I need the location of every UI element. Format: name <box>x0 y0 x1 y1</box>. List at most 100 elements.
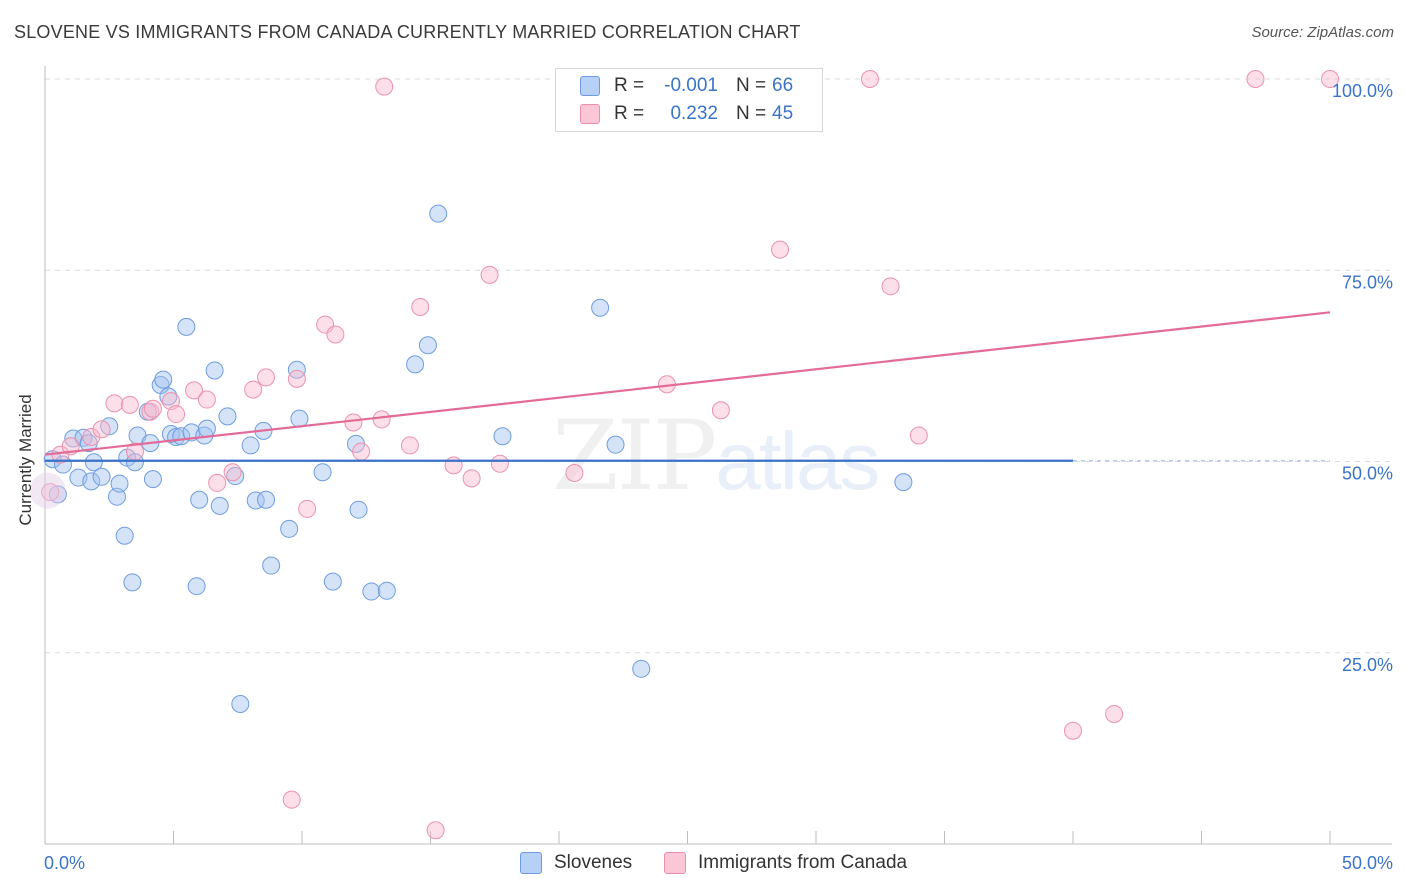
data-point-slovenes <box>205 361 224 380</box>
series-legend-item-slovenes: Slovenes <box>520 852 632 874</box>
legend-row-slovenes: R = -0.001 N = 66 <box>580 74 793 98</box>
data-point-immigrants <box>92 420 111 439</box>
legend-swatch-immigrants <box>580 104 600 124</box>
data-point-immigrants <box>326 325 345 344</box>
data-point-slovenes <box>287 360 306 379</box>
series-legend-label-slovenes: Slovenes <box>554 852 633 873</box>
data-point-slovenes <box>125 453 144 472</box>
data-point-slovenes <box>362 582 381 601</box>
data-point-slovenes <box>349 500 368 519</box>
data-point-immigrants <box>141 402 160 421</box>
y-tick-label: 25.0% <box>1342 655 1393 675</box>
data-point-slovenes <box>377 581 396 600</box>
tick-labels: 25.0% 50.0% 75.0% 100.0% 0.0% 50.0% <box>44 81 1393 873</box>
data-point-immigrants <box>771 240 790 259</box>
legend-n-label: N = <box>736 75 767 96</box>
data-point-immigrants <box>352 442 371 461</box>
legend-r-label: R = <box>614 75 645 96</box>
data-point-immigrants <box>444 456 463 475</box>
data-point-slovenes <box>606 435 625 454</box>
data-point-immigrants <box>143 399 162 418</box>
data-point-immigrants <box>909 426 928 445</box>
legend-n-label: N = <box>736 103 767 124</box>
data-point-slovenes <box>323 572 342 591</box>
series-slovenes <box>43 204 913 714</box>
legend-r-value: 0.232 <box>670 103 718 124</box>
x-tick-label: 50.0% <box>1342 853 1393 873</box>
data-point-immigrants <box>375 77 394 96</box>
data-point-slovenes <box>632 659 651 678</box>
data-point-slovenes <box>493 427 512 446</box>
data-point-immigrants <box>480 265 499 284</box>
data-point-immigrants <box>105 394 124 413</box>
data-point-immigrants <box>185 381 204 400</box>
chart-title: SLOVENE VS IMMIGRANTS FROM CANADA CURREN… <box>14 22 801 42</box>
data-point-immigrants <box>223 463 242 482</box>
data-point-immigrants <box>711 401 730 420</box>
data-point-immigrants <box>1064 721 1082 740</box>
data-point-immigrants <box>298 499 317 518</box>
y-axis-label-container: Currently Married <box>14 260 38 660</box>
data-point-immigrants <box>565 463 584 482</box>
data-point-slovenes <box>143 470 162 489</box>
data-point-slovenes <box>241 436 260 455</box>
legend-box: R = -0.001 N = 66 R = 0.232 N = 45 <box>555 68 823 132</box>
data-point-slovenes <box>115 526 134 545</box>
source-label: Source: ZipAtlas.com <box>1251 24 1394 41</box>
data-point-slovenes <box>246 491 265 510</box>
data-point-immigrants <box>1105 704 1124 723</box>
data-point-slovenes <box>429 204 448 223</box>
data-point-immigrants <box>1246 70 1265 88</box>
data-point-immigrants <box>344 413 363 432</box>
y-tick-label: 50.0% <box>1342 464 1393 484</box>
data-point-immigrants <box>282 790 301 809</box>
data-point-slovenes <box>262 556 281 575</box>
data-point-slovenes <box>290 409 309 428</box>
data-point-slovenes <box>74 428 93 447</box>
data-point-slovenes <box>187 577 206 596</box>
data-point-slovenes <box>313 463 332 482</box>
legend-n-value: 45 <box>772 103 794 124</box>
data-point-slovenes <box>82 472 101 491</box>
data-point-immigrants <box>490 454 509 473</box>
data-point-immigrants <box>197 390 216 409</box>
data-point-slovenes <box>84 453 103 472</box>
data-point-slovenes <box>177 317 196 336</box>
data-point-immigrants <box>860 70 879 88</box>
data-point-slovenes <box>197 419 216 438</box>
series-legend-swatch-immigrants <box>664 852 686 874</box>
watermark-zip: ZIP <box>552 400 717 512</box>
data-point-slovenes <box>110 474 129 493</box>
data-point-slovenes <box>190 490 209 509</box>
data-point-immigrants <box>287 369 306 388</box>
data-point-slovenes <box>154 370 173 389</box>
y-tick-label: 75.0% <box>1342 272 1393 292</box>
y-axis-label: Currently Married <box>16 394 35 526</box>
data-point-immigrants <box>462 469 481 488</box>
data-point-slovenes <box>406 355 425 374</box>
data-point-slovenes <box>218 407 237 426</box>
legend-swatch-slovenes <box>580 76 600 96</box>
data-point-immigrants <box>881 277 900 296</box>
data-point-immigrants <box>257 368 276 387</box>
data-point-slovenes <box>257 490 276 509</box>
legend-r-value: -0.001 <box>664 75 718 96</box>
axes <box>44 66 1392 845</box>
grid-lines <box>45 78 1392 654</box>
data-point-slovenes <box>280 519 299 538</box>
data-point-immigrants <box>244 380 263 399</box>
data-point-slovenes <box>894 473 913 492</box>
data-point-slovenes <box>591 298 610 317</box>
series-legend-label-immigrants: Immigrants from Canada <box>698 852 908 873</box>
legend-row-immigrants: R = 0.232 N = 45 <box>580 102 793 126</box>
data-point-immigrants <box>167 405 186 424</box>
data-point-cluster-marker <box>29 472 66 509</box>
series-legend-swatch-slovenes <box>520 852 542 874</box>
data-point-immigrants <box>426 821 445 840</box>
data-point-immigrants <box>41 483 60 502</box>
trend-line-immigrants <box>44 311 1331 456</box>
data-point-immigrants <box>82 428 101 447</box>
data-point-immigrants <box>1321 70 1339 88</box>
series-legend: Slovenes Immigrants from Canada <box>0 852 1406 878</box>
